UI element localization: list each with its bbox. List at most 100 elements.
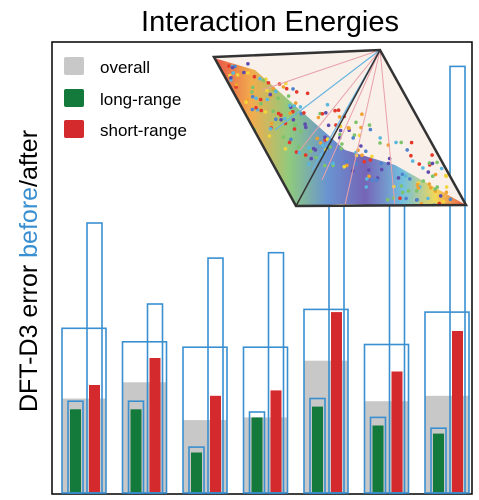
inset-dot — [291, 118, 296, 122]
inset-dot — [251, 85, 255, 90]
inset-dot — [444, 185, 449, 189]
bar-long-range-after-6 — [372, 425, 384, 493]
inset-dot — [246, 62, 250, 66]
inset-dot — [201, 85, 205, 89]
inset-dot — [226, 107, 231, 112]
inset-dot — [304, 125, 308, 130]
inset-dot — [254, 105, 258, 110]
ternary-inset-image — [195, 48, 471, 227]
inset-dot — [230, 65, 235, 70]
bar-short-range-before-1 — [86, 222, 103, 494]
inset-dot — [360, 153, 364, 157]
inset-dot — [378, 136, 383, 140]
bar-long-range-after-2 — [130, 409, 142, 493]
inset-dot — [271, 86, 276, 91]
inset-dot — [452, 168, 457, 173]
inset-dot — [250, 107, 255, 112]
inset-dot — [351, 136, 356, 140]
inset-dot — [307, 146, 311, 150]
bar-long-range-after-1 — [70, 409, 81, 493]
bar-short-range-after-4 — [270, 390, 282, 493]
bar-long-range-before-3 — [188, 446, 205, 494]
bar-overall-before-2 — [121, 340, 168, 494]
inset-dot — [410, 159, 415, 163]
inset-dot — [378, 141, 382, 145]
inset-dot — [282, 116, 287, 121]
bar-long-range-before-7 — [430, 427, 447, 494]
inset-dot — [231, 71, 235, 75]
inset-dot — [195, 59, 199, 63]
inset-dot — [435, 160, 439, 165]
inset-dot — [421, 207, 425, 211]
inset-dot — [201, 98, 205, 102]
bar-overall-before-7 — [424, 311, 470, 494]
inset-dot — [284, 86, 289, 91]
inset-dot — [320, 143, 325, 148]
inset-dot — [324, 111, 328, 115]
legend: overall long-range short-range — [64, 57, 187, 140]
bar-short-range-before-2 — [146, 303, 164, 494]
inset-dot — [347, 126, 351, 131]
inset-dot — [279, 118, 283, 122]
inset-dot — [291, 87, 295, 91]
bar-long-range-before-5 — [309, 397, 326, 494]
inset-dot — [214, 69, 216, 74]
inset-dot — [434, 210, 438, 214]
inset-dot — [379, 161, 383, 166]
inset-dot — [441, 199, 446, 204]
plot-frame — [51, 41, 473, 495]
inset-dot — [259, 108, 264, 113]
inset-dot — [430, 174, 435, 178]
inset-dot — [354, 162, 358, 166]
inset-dot — [294, 90, 299, 94]
inset-dot — [417, 162, 422, 166]
legend-label-short-range: short-range — [100, 121, 187, 140]
inset-dot — [427, 182, 432, 186]
inset-dot — [246, 71, 250, 75]
inset-dot — [452, 211, 456, 215]
inset-dot — [303, 153, 308, 157]
bar-short-range-after-2 — [149, 358, 161, 493]
inset-dot — [443, 173, 448, 178]
y-axis-label-before: before — [15, 187, 43, 258]
inset-dot — [289, 137, 293, 142]
inset-dot — [441, 210, 445, 214]
inset-dot — [467, 222, 471, 226]
inset-dot — [270, 121, 274, 126]
inset-dot — [354, 120, 358, 125]
inset-dot — [422, 207, 426, 211]
inset-dot — [306, 162, 311, 166]
inset-dot — [229, 76, 233, 80]
inset-dot — [444, 223, 448, 227]
inset-dot — [455, 219, 459, 223]
inset-dot — [263, 110, 268, 114]
bar-short-range-after-5 — [331, 312, 342, 493]
inset-dot — [225, 101, 229, 105]
inset-dot — [268, 127, 273, 131]
inset-dot — [344, 159, 349, 164]
inset-dot — [201, 69, 205, 73]
inset-dot — [415, 183, 420, 187]
bar-long-range-before-1 — [67, 400, 84, 494]
inset-dot — [271, 109, 276, 114]
inset-dot — [333, 108, 337, 113]
inset-dot — [242, 70, 246, 75]
inset-dot — [297, 151, 302, 155]
inset-dot — [323, 163, 327, 168]
inset-dot — [235, 73, 240, 77]
inset-dot — [452, 223, 456, 227]
legend-label-long-range: long-range — [100, 90, 181, 109]
bar-short-range-after-7 — [452, 331, 463, 493]
inset-dot — [379, 167, 384, 172]
inset-dot — [291, 109, 295, 114]
inset-dot — [292, 104, 297, 108]
inset-dot — [227, 64, 231, 68]
inset-dot — [314, 155, 318, 160]
inset-dot — [430, 161, 435, 166]
inset-dot — [428, 215, 432, 219]
inset-dot — [274, 89, 278, 94]
inset-dot — [281, 135, 286, 139]
inset-dot — [399, 140, 404, 145]
inset-dot — [405, 148, 410, 152]
inset-dot — [238, 114, 242, 118]
